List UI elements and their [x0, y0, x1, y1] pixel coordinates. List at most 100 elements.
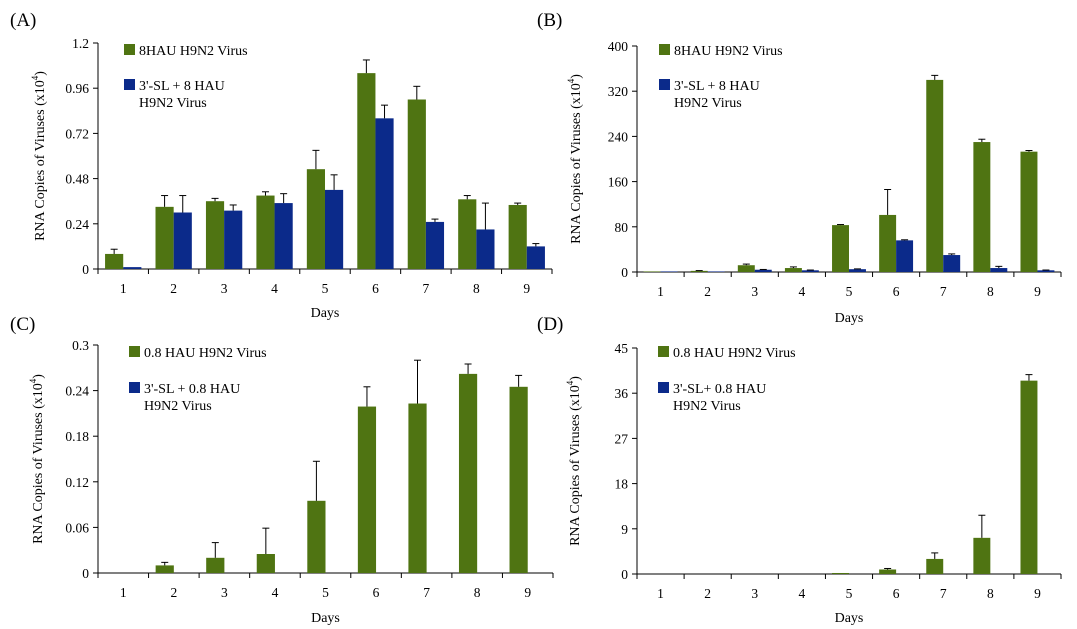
bar-green — [155, 206, 174, 269]
x-tick-label: 3 — [751, 284, 758, 299]
x-tick-label: 8 — [987, 586, 994, 601]
bar-green — [1020, 380, 1038, 574]
chart-panel-b: (B) 0 80 160 240 320 400 1 2 3 4 5 6 7 8 9 Days RNA Copie… — [537, 10, 1062, 326]
bar-green — [832, 572, 849, 574]
bar-blue — [375, 118, 394, 269]
x-tick-label: 1 — [657, 586, 664, 601]
legend-swatch-blue — [659, 79, 670, 90]
y-axis-title-close: ) — [569, 74, 584, 79]
bar-blue — [943, 255, 961, 272]
y-tick-label: 0 — [82, 262, 89, 277]
bar-green — [1020, 151, 1038, 272]
y-axis-title-main: RNA Copies of Viruses (x10 — [568, 385, 583, 546]
bar-blue — [425, 221, 445, 269]
chart-panel-a: (A) 0 0.24 0.48 0.72 0.96 1.2 1 2 3 4 5 6 7 8 9 Days RNA … — [10, 10, 553, 321]
y-tick-label: 0 — [621, 567, 628, 582]
bar-green — [256, 195, 275, 269]
y-axis-title-main: RNA Copies of Viruses (x10 — [31, 383, 46, 544]
y-tick-label: 400 — [608, 39, 629, 54]
y-tick-label: 9 — [621, 522, 628, 537]
bar-green — [784, 268, 802, 272]
bar-blue — [801, 270, 819, 272]
bar-green — [737, 265, 755, 272]
x-tick-label: 1 — [657, 284, 664, 299]
y-axis-title-exponent: 4 — [566, 78, 576, 83]
bar-green — [256, 554, 275, 573]
x-tick-label: 5 — [322, 281, 329, 296]
bar-green — [973, 142, 991, 272]
bar-green — [879, 569, 897, 574]
x-tick-label: 2 — [704, 586, 711, 601]
y-axis-title-main: RNA Copies of Viruses (x10 — [569, 83, 584, 244]
legend-swatch-green — [124, 44, 135, 55]
legend-swatch-green — [659, 44, 670, 55]
bar-green — [509, 386, 528, 573]
x-tick-label: 3 — [221, 585, 228, 600]
y-tick-label: 1.2 — [72, 36, 89, 51]
bar-green — [879, 214, 897, 272]
x-tick-label: 9 — [1034, 586, 1041, 601]
legend-label: 8HAU H9N2 Virus — [139, 44, 248, 59]
x-tick-label: 1 — [120, 585, 127, 600]
bar-green — [205, 201, 225, 269]
x-tick-label: 8 — [473, 281, 480, 296]
y-tick-label: 0.24 — [65, 217, 89, 232]
bar-green — [926, 558, 944, 574]
y-tick-label: 0.18 — [65, 429, 89, 444]
x-tick-label: 3 — [221, 281, 228, 296]
legend-label: 3'-SL + 0.8 HAU — [144, 382, 240, 397]
y-tick-label: 0 — [82, 566, 89, 581]
y-axis-title-exponent: 4 — [565, 380, 575, 385]
x-tick-label: 4 — [272, 585, 279, 600]
y-tick-label: 160 — [608, 175, 629, 190]
y-tick-label: 240 — [608, 129, 629, 144]
bar-green — [408, 403, 427, 573]
bar-blue — [990, 268, 1008, 272]
bar-green — [105, 253, 124, 269]
x-tick-label: 9 — [1034, 284, 1041, 299]
bar-green — [690, 270, 708, 272]
x-tick-label: 5 — [846, 284, 853, 299]
legend-swatch-green — [129, 346, 140, 357]
bar-blue — [754, 269, 772, 272]
bar-blue — [896, 240, 914, 272]
bar-green — [306, 169, 325, 269]
legend-label-line2: H9N2 Virus — [673, 399, 741, 414]
y-tick-label: 0.24 — [65, 384, 89, 399]
x-tick-label: 4 — [799, 586, 806, 601]
x-tick-label: 7 — [940, 284, 947, 299]
x-tick-label: 6 — [372, 281, 379, 296]
bar-green — [832, 225, 849, 272]
y-tick-label: 0.96 — [65, 81, 89, 96]
y-tick-label: 0 — [621, 265, 628, 280]
legend-label: 0.8 HAU H9N2 Virus — [673, 346, 796, 361]
bar-blue — [526, 246, 545, 269]
bar-green — [155, 565, 174, 573]
bar-green — [357, 406, 377, 573]
x-tick-label: 7 — [423, 585, 430, 600]
x-tick-label: 5 — [846, 586, 853, 601]
legend-label-line2: H9N2 Virus — [674, 96, 742, 111]
bar-blue — [224, 210, 243, 269]
bar-green — [508, 204, 527, 269]
x-tick-label: 8 — [987, 284, 994, 299]
legend-swatch-blue — [129, 382, 140, 393]
x-tick-label: 8 — [474, 585, 481, 600]
y-tick-label: 320 — [608, 84, 629, 99]
x-axis-title: Days — [311, 611, 340, 626]
y-axis-title: RNA Copies of Viruses (x104) — [28, 374, 46, 544]
bar-green — [926, 79, 944, 273]
y-axis-title: RNA Copies of Viruses (x104) — [566, 74, 584, 244]
y-axis-title-close: ) — [31, 374, 46, 379]
y-axis-title: RNA Copies of Viruses (x104) — [565, 376, 583, 546]
legend-label: 0.8 HAU H9N2 Virus — [144, 346, 267, 361]
legend-label: 3'-SL + 8 HAU — [674, 79, 760, 94]
x-axis-title: Days — [835, 611, 864, 626]
bar-blue — [849, 269, 866, 272]
bar-green — [973, 537, 991, 574]
legend-label-line2: H9N2 Virus — [139, 96, 207, 111]
legend-label: 8HAU H9N2 Virus — [674, 44, 783, 59]
x-tick-label: 6 — [893, 586, 900, 601]
legend-label-line2: H9N2 Virus — [144, 399, 212, 414]
